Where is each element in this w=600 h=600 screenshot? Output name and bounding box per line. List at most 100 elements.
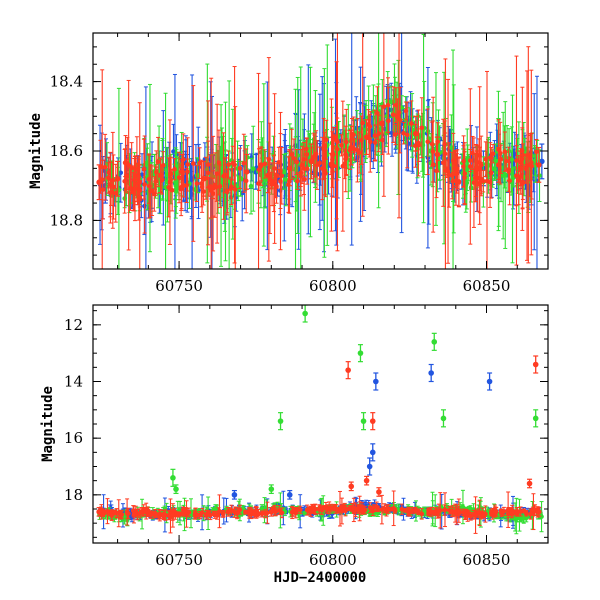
top-data-point bbox=[139, 172, 145, 178]
top-data-point bbox=[429, 141, 435, 147]
top-data-point bbox=[401, 130, 406, 136]
top-x-tick-label: 60750 bbox=[155, 277, 203, 295]
top-data-point bbox=[311, 155, 317, 160]
top-data-point bbox=[283, 177, 289, 182]
top-data-point bbox=[520, 180, 525, 186]
top-panel: 60750 60800 60850 18.4 18.6 18.8 Magnitude bbox=[28, 32, 549, 295]
top-data-point bbox=[216, 160, 222, 165]
top-series-2 bbox=[96, 33, 542, 269]
top-data-point bbox=[200, 175, 207, 182]
top-data-point bbox=[106, 175, 111, 181]
top-y-tick-label: 18.8 bbox=[50, 211, 83, 229]
top-data-point bbox=[323, 137, 329, 143]
top-data-point bbox=[256, 167, 262, 172]
top-data-point bbox=[334, 146, 340, 152]
bottom-data-point bbox=[366, 463, 373, 470]
top-data-point bbox=[226, 162, 231, 167]
top-data-point bbox=[102, 164, 108, 170]
top-data-point bbox=[430, 149, 436, 154]
top-data-point bbox=[474, 165, 481, 172]
top-data-point bbox=[132, 186, 138, 191]
top-data-point bbox=[409, 121, 414, 126]
top-data-point bbox=[503, 158, 509, 164]
bottom-data-point bbox=[428, 370, 434, 376]
top-data-point bbox=[141, 166, 147, 172]
top-data-point bbox=[534, 149, 539, 155]
top-data-point bbox=[328, 161, 334, 167]
top-data-point bbox=[509, 157, 515, 162]
top-data-point bbox=[258, 163, 264, 169]
top-data-point bbox=[301, 166, 307, 171]
top-data-point bbox=[507, 178, 512, 184]
top-data-point bbox=[360, 120, 365, 126]
top-data-point bbox=[274, 184, 279, 189]
top-data-point bbox=[317, 160, 322, 166]
top-data-point bbox=[527, 162, 533, 168]
top-data-point bbox=[399, 105, 405, 110]
top-data-point bbox=[434, 151, 441, 158]
top-data-point bbox=[340, 163, 346, 169]
top-data-point bbox=[289, 152, 295, 157]
top-y-tick-label: 18.6 bbox=[50, 142, 83, 160]
top-data-point bbox=[379, 120, 385, 127]
top-data-point bbox=[232, 187, 238, 192]
top-data-point bbox=[137, 195, 143, 200]
top-data-point bbox=[343, 154, 349, 160]
top-data-point bbox=[214, 171, 220, 176]
top-data-point bbox=[388, 99, 394, 105]
top-data-point bbox=[167, 179, 173, 185]
top-data-point bbox=[294, 159, 300, 165]
top-data-point bbox=[194, 172, 201, 179]
top-data-point bbox=[113, 190, 119, 196]
top-data-point bbox=[206, 184, 212, 190]
top-data-point bbox=[228, 186, 234, 191]
top-ticks: 60750 60800 60850 18.4 18.6 18.8 bbox=[50, 33, 549, 295]
top-data-point bbox=[230, 160, 236, 166]
top-data-point bbox=[535, 162, 542, 168]
top-data-point bbox=[286, 165, 293, 172]
top-data-point bbox=[478, 176, 484, 182]
top-data-point bbox=[108, 189, 114, 195]
bottom-data-point bbox=[231, 492, 238, 498]
top-data-point bbox=[375, 110, 380, 116]
top-data-point bbox=[136, 179, 142, 186]
top-data-point bbox=[237, 166, 243, 171]
bottom-data-point bbox=[486, 378, 493, 385]
top-data-point bbox=[250, 166, 256, 171]
top-data-point bbox=[514, 173, 519, 178]
top-data-point bbox=[212, 182, 218, 188]
top-data-point bbox=[304, 146, 309, 152]
top-data-point bbox=[517, 165, 524, 172]
top-plot-area bbox=[96, 33, 545, 269]
top-data-point bbox=[404, 132, 410, 138]
top-data-point bbox=[157, 172, 164, 179]
top-data-point bbox=[96, 179, 102, 186]
top-data-point bbox=[291, 156, 297, 161]
top-data-point bbox=[276, 159, 282, 165]
top-data-point bbox=[172, 166, 177, 172]
top-data-point bbox=[217, 184, 223, 189]
top-data-point bbox=[237, 175, 244, 182]
top-x-tick-label: 60850 bbox=[463, 277, 511, 295]
top-data-point bbox=[329, 151, 336, 158]
top-data-point bbox=[155, 159, 161, 165]
top-data-point bbox=[100, 187, 106, 192]
top-data-point bbox=[269, 181, 275, 187]
top-data-point bbox=[185, 162, 190, 167]
top-data-point bbox=[386, 118, 391, 124]
top-data-point bbox=[313, 151, 319, 157]
top-data-point bbox=[416, 140, 421, 146]
top-y-tick-label: 18.4 bbox=[50, 73, 83, 91]
top-data-point bbox=[118, 170, 124, 176]
top-data-point bbox=[308, 158, 315, 165]
top-data-point bbox=[298, 170, 304, 176]
bottom-series-1 bbox=[97, 305, 544, 535]
top-data-point bbox=[278, 178, 283, 184]
top-data-point bbox=[523, 166, 529, 171]
top-data-point bbox=[394, 113, 401, 120]
top-data-point bbox=[176, 175, 182, 180]
top-data-point bbox=[205, 170, 211, 176]
bottom-data-point bbox=[373, 378, 379, 385]
bottom-plot-area bbox=[96, 305, 544, 535]
